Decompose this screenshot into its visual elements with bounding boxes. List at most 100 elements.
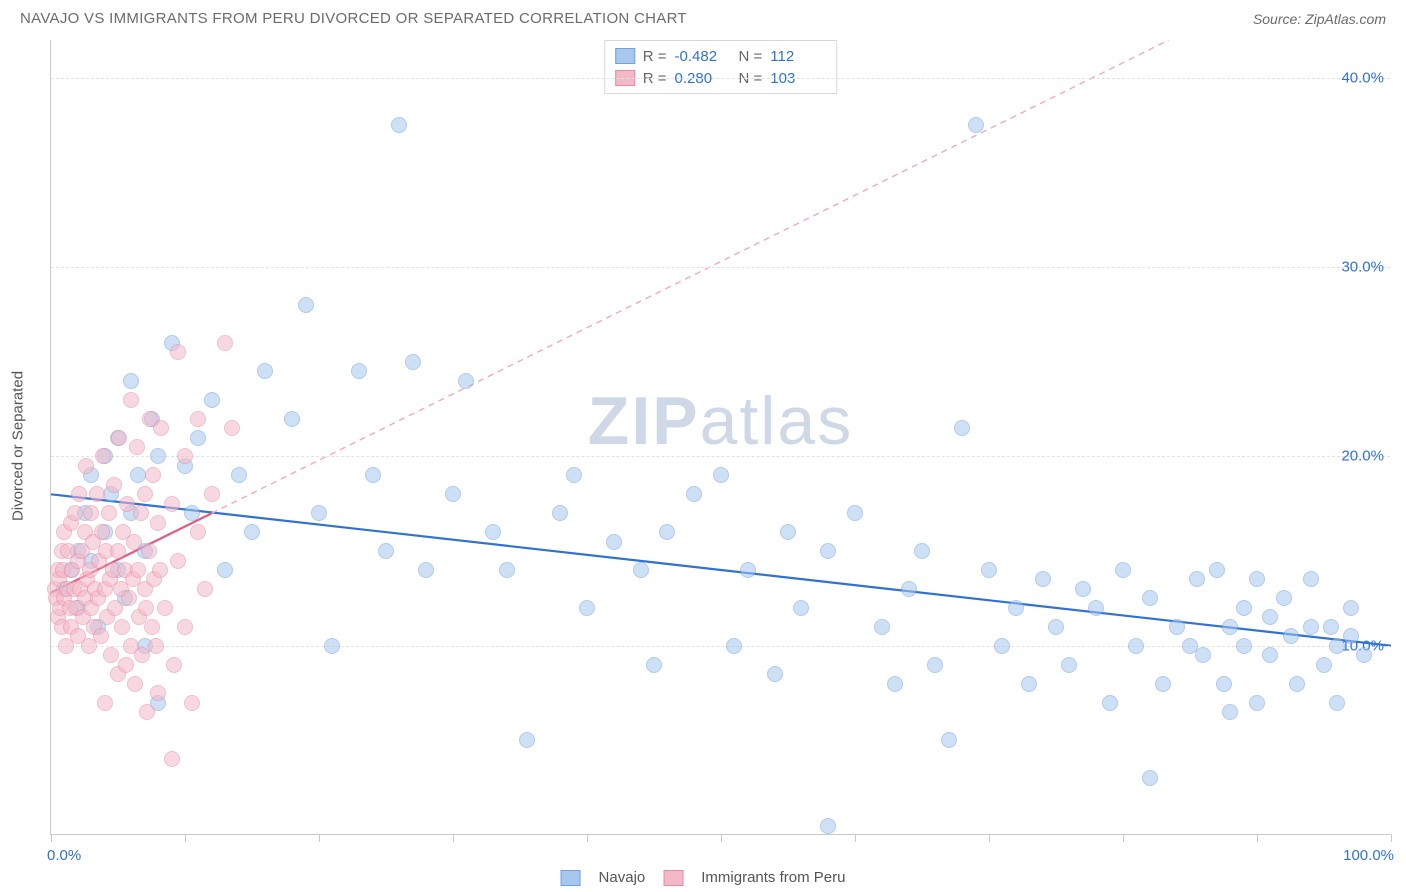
- data-point: [1236, 638, 1252, 654]
- x-tick: [1391, 834, 1392, 842]
- data-point: [445, 486, 461, 502]
- data-point: [152, 562, 168, 578]
- data-point: [499, 562, 515, 578]
- data-point: [164, 751, 180, 767]
- data-point: [659, 524, 675, 540]
- data-point: [144, 619, 160, 635]
- r-value-navajo: -0.482: [675, 48, 731, 65]
- data-point: [83, 505, 99, 521]
- legend-label-peru: Immigrants from Peru: [701, 869, 845, 886]
- data-point: [1249, 571, 1265, 587]
- data-point: [365, 467, 381, 483]
- data-point: [170, 553, 186, 569]
- gridline-h: [51, 267, 1390, 268]
- data-point: [941, 732, 957, 748]
- data-point: [418, 562, 434, 578]
- data-point: [1142, 590, 1158, 606]
- data-point: [820, 818, 836, 834]
- x-tick: [989, 834, 990, 842]
- data-point: [887, 676, 903, 692]
- data-point: [190, 411, 206, 427]
- source-attribution: Source: ZipAtlas.com: [1253, 11, 1386, 27]
- data-point: [405, 354, 421, 370]
- data-point: [141, 543, 157, 559]
- data-point: [1216, 676, 1232, 692]
- data-point: [118, 657, 134, 673]
- data-point: [139, 704, 155, 720]
- scatter-plot-area: ZIPatlas R = -0.482 N = 112 R = 0.280 N …: [50, 40, 1390, 835]
- data-point: [114, 619, 130, 635]
- x-axis-max-label: 100.0%: [1343, 847, 1394, 864]
- data-point: [95, 448, 111, 464]
- data-point: [67, 505, 83, 521]
- data-point: [1323, 619, 1339, 635]
- data-point: [1262, 609, 1278, 625]
- data-point: [968, 117, 984, 133]
- data-point: [458, 373, 474, 389]
- data-point: [914, 543, 930, 559]
- x-tick: [721, 834, 722, 842]
- data-point: [1222, 704, 1238, 720]
- data-point: [519, 732, 535, 748]
- data-point: [127, 676, 143, 692]
- r-label: R =: [643, 48, 667, 65]
- data-point: [633, 562, 649, 578]
- data-point: [190, 524, 206, 540]
- series-legend: Navajo Immigrants from Peru: [561, 869, 846, 886]
- data-point: [71, 486, 87, 502]
- data-point: [1189, 571, 1205, 587]
- data-point: [138, 600, 154, 616]
- data-point: [1236, 600, 1252, 616]
- data-point: [184, 695, 200, 711]
- data-point: [1316, 657, 1332, 673]
- data-point: [93, 628, 109, 644]
- data-point: [874, 619, 890, 635]
- data-point: [1283, 628, 1299, 644]
- data-point: [646, 657, 662, 673]
- data-point: [148, 638, 164, 654]
- x-axis-min-label: 0.0%: [47, 847, 81, 864]
- data-point: [1329, 695, 1345, 711]
- data-point: [1008, 600, 1024, 616]
- data-point: [780, 524, 796, 540]
- data-point: [150, 685, 166, 701]
- n-label: N =: [739, 48, 763, 65]
- data-point: [164, 496, 180, 512]
- data-point: [298, 297, 314, 313]
- watermark-bold: ZIP: [588, 383, 700, 459]
- data-point: [177, 448, 193, 464]
- stats-row-navajo: R = -0.482 N = 112: [615, 45, 827, 67]
- data-point: [145, 467, 161, 483]
- swatch-navajo: [615, 48, 635, 64]
- data-point: [78, 458, 94, 474]
- data-point: [566, 467, 582, 483]
- data-point: [954, 420, 970, 436]
- data-point: [110, 543, 126, 559]
- x-tick: [855, 834, 856, 842]
- y-tick-label: 40.0%: [1341, 69, 1384, 86]
- data-point: [820, 543, 836, 559]
- x-tick: [1257, 834, 1258, 842]
- data-point: [1035, 571, 1051, 587]
- data-point: [767, 666, 783, 682]
- data-point: [244, 524, 260, 540]
- trend-line: [212, 40, 1169, 513]
- legend-swatch-navajo: [561, 870, 581, 886]
- data-point: [217, 562, 233, 578]
- data-point: [224, 420, 240, 436]
- x-tick: [587, 834, 588, 842]
- watermark: ZIPatlas: [588, 382, 853, 460]
- data-point: [97, 695, 113, 711]
- data-point: [150, 448, 166, 464]
- data-point: [981, 562, 997, 578]
- data-point: [231, 467, 247, 483]
- data-point: [123, 373, 139, 389]
- data-point: [1343, 628, 1359, 644]
- data-point: [166, 657, 182, 673]
- data-point: [1356, 647, 1372, 663]
- data-point: [1169, 619, 1185, 635]
- data-point: [150, 515, 166, 531]
- data-point: [793, 600, 809, 616]
- chart-title: NAVAJO VS IMMIGRANTS FROM PERU DIVORCED …: [20, 10, 687, 27]
- data-point: [351, 363, 367, 379]
